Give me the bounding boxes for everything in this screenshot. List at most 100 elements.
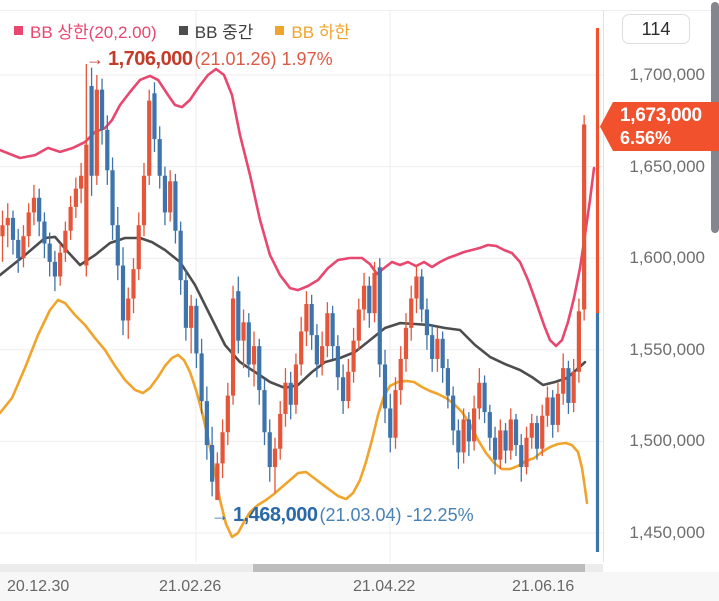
candle-body-up bbox=[508, 419, 513, 451]
candle-body-up bbox=[435, 338, 440, 359]
candle-body-down bbox=[492, 437, 498, 460]
candle-body-down bbox=[42, 221, 47, 244]
candle-body-up bbox=[361, 285, 367, 310]
candle-body-up bbox=[5, 217, 10, 226]
low-annotation: → 1,468,000 (21.03.04) -12.25% bbox=[211, 504, 474, 527]
candle-body-up bbox=[403, 327, 409, 359]
candle-body-down bbox=[341, 377, 346, 402]
candle-body-up bbox=[84, 144, 89, 266]
candle-body-up bbox=[131, 269, 136, 299]
candle-body-up bbox=[26, 212, 31, 237]
horizontal-scrollbar-thumb[interactable] bbox=[253, 564, 585, 573]
x-axis-label: 20.12.30 bbox=[7, 578, 70, 595]
y-axis-label: 1,500,000 bbox=[629, 431, 705, 451]
candle-body-down bbox=[115, 225, 120, 266]
candle-body-down bbox=[183, 280, 188, 328]
candle-body-down bbox=[89, 85, 94, 176]
candle-body-up bbox=[73, 188, 78, 207]
top-divider bbox=[0, 10, 719, 11]
candle-body-up bbox=[304, 304, 309, 332]
legend-item-bb-mid[interactable]: BB 중간 bbox=[178, 18, 253, 43]
candle-body-up bbox=[472, 408, 477, 442]
y-axis-label: 1,700,000 bbox=[629, 65, 705, 84]
candle-body-down bbox=[419, 276, 424, 310]
y-axis-label: 1,550,000 bbox=[629, 339, 705, 359]
candle-body-down bbox=[309, 304, 314, 336]
candle-body-down bbox=[246, 322, 251, 365]
candle-body-up bbox=[372, 272, 377, 314]
arrow-right-icon: → bbox=[211, 505, 229, 525]
bb-mid-line bbox=[0, 235, 587, 390]
candle-body-down bbox=[162, 175, 168, 213]
candle-body-down bbox=[178, 230, 183, 281]
candle-body-down bbox=[262, 390, 267, 433]
candle-body-down bbox=[37, 197, 42, 222]
bb-lower-line bbox=[0, 298, 589, 539]
candle-body-up bbox=[414, 276, 419, 299]
candle-body-up bbox=[461, 419, 466, 453]
candle-body-up bbox=[529, 423, 534, 438]
candle-body-up bbox=[147, 100, 152, 176]
candle-body-down bbox=[377, 267, 382, 365]
y-axis-label: 1,600,000 bbox=[629, 248, 705, 268]
candle-body-up bbox=[409, 298, 414, 328]
candle-body-down bbox=[566, 368, 571, 403]
candle-body-down bbox=[288, 382, 293, 405]
current-price-change: 6.56% bbox=[620, 127, 672, 148]
candle-body-down bbox=[52, 261, 57, 277]
candle-body-down bbox=[152, 93, 157, 140]
candle-body-up bbox=[561, 368, 566, 394]
candle-body-up bbox=[540, 415, 545, 449]
candle-body-up bbox=[524, 437, 529, 468]
x-axis-label: 21.02.26 bbox=[159, 578, 222, 595]
high-annotation-price: 1,706,000 bbox=[108, 48, 193, 70]
candle-body-down bbox=[257, 346, 262, 391]
candle-body-down bbox=[487, 412, 492, 438]
bb-upper-swatch-icon bbox=[14, 25, 23, 35]
candle-body-up bbox=[63, 230, 68, 253]
candle-body-up bbox=[398, 358, 403, 391]
candle-body-up bbox=[351, 340, 356, 372]
candle-body-up bbox=[94, 89, 99, 176]
candle-body-down bbox=[430, 335, 435, 359]
candle-body-up bbox=[79, 175, 84, 189]
legend: BB 상한(20,2.00) BB 중간 BB 하한 bbox=[14, 18, 350, 43]
candle-body-down bbox=[10, 217, 16, 240]
candle-body-down bbox=[519, 445, 524, 468]
candle-body-up bbox=[283, 382, 288, 414]
candle-body-down bbox=[503, 430, 508, 451]
low-annotation-detail: (21.03.04) -12.25% bbox=[319, 505, 474, 525]
high-annotation-detail: (21.01.26) 1.97% bbox=[194, 49, 333, 69]
candle-body-up bbox=[576, 311, 581, 372]
candle-body-up bbox=[189, 305, 194, 328]
bar-count-badge[interactable]: 114 bbox=[622, 14, 690, 44]
candle-body-down bbox=[194, 305, 199, 354]
candle-body-up bbox=[251, 346, 257, 365]
bb-lower-swatch-icon bbox=[275, 25, 285, 35]
candle-body-up bbox=[356, 309, 361, 341]
candle-body-down bbox=[451, 395, 456, 431]
current-price-tag: 1,673,000 6.56% bbox=[600, 102, 719, 151]
candle-body-up bbox=[393, 390, 398, 438]
legend-item-bb-upper[interactable]: BB 상한(20,2.00) bbox=[14, 18, 157, 43]
candle-body-up bbox=[498, 430, 503, 460]
candle-body-up bbox=[325, 313, 330, 347]
candle-body-down bbox=[199, 353, 204, 402]
legend-item-bb-lower[interactable]: BB 하한 bbox=[275, 18, 350, 43]
candle-body-down bbox=[204, 401, 209, 446]
date-axis-strip bbox=[0, 572, 719, 601]
arrow-right-icon: → bbox=[86, 49, 104, 69]
candle-body-up bbox=[58, 252, 63, 277]
candle-body-up bbox=[477, 382, 482, 409]
candle-body-up bbox=[346, 371, 351, 402]
candle-body-up bbox=[220, 432, 225, 464]
axis-divider bbox=[603, 10, 604, 562]
candle-body-down bbox=[267, 432, 272, 468]
candle-body-down bbox=[335, 346, 340, 378]
candle-body-down bbox=[157, 139, 162, 176]
candle-body-up bbox=[31, 197, 37, 213]
candle-body-down bbox=[99, 89, 105, 130]
x-axis-label: 21.06.16 bbox=[512, 578, 575, 595]
candle-body-down bbox=[466, 419, 471, 442]
